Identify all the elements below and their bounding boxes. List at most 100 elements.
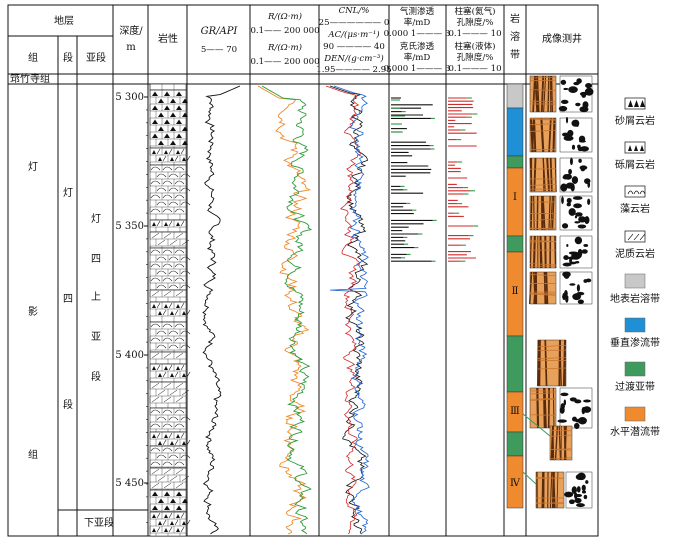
imaging-panel: [530, 272, 556, 304]
lithology-band-sand: [150, 90, 188, 148]
depth-tick-label: 5 400: [115, 350, 144, 361]
den-header: DEN/(g·cm⁻³): [323, 53, 383, 64]
lithology-band-mud: [150, 232, 189, 248]
imaging-panel: [560, 236, 592, 268]
imaging-panel: [530, 236, 556, 268]
legend-item: 泥质云岩: [615, 231, 655, 260]
imaging-panel: [560, 271, 592, 304]
legend-item: 砂屑云岩: [615, 98, 655, 127]
resistivity-track: [258, 86, 311, 534]
kl-perm-header-b: 率/mD: [404, 51, 431, 63]
lithology-band-algal: [150, 322, 190, 352]
legend-label: 过渡亚带: [615, 380, 655, 393]
top-formation: 筇竹寺组: [10, 72, 50, 85]
legend-item: 过渡亚带: [615, 362, 655, 393]
kl-perm-range: 0.000 1——— 3: [384, 64, 451, 74]
subsection-header: 亚段: [86, 51, 106, 64]
lithology-band-algal: [150, 446, 190, 468]
ac-header: AC/(μs·m⁻¹): [327, 29, 379, 40]
svg-text:影: 影: [28, 306, 38, 318]
plug-liq-header-a: 柱塞(液体): [454, 40, 495, 52]
depth-tick-label: 5 350: [115, 221, 144, 232]
porosity-track: [326, 86, 369, 534]
legend-swatch: [625, 407, 645, 421]
gr-header: GR/API: [201, 26, 239, 37]
lithology-band-sand: [150, 490, 188, 512]
lithology-band-gravel: [150, 148, 190, 165]
karst-zone-block: [507, 156, 523, 168]
den-range: 1.95———— 2.95: [316, 65, 391, 75]
legend-swatch: [625, 362, 645, 376]
permeability-bars: [391, 98, 437, 261]
imaging-panel: [530, 158, 556, 192]
depth-unit: m: [126, 42, 136, 53]
lithology-band-mud: [150, 84, 186, 90]
plug-liq-header-b: 孔隙度/%: [457, 51, 494, 63]
lower-sub: 下亚段: [84, 516, 114, 529]
lithology-band-mud: [150, 468, 189, 490]
svg-text:组: 组: [28, 448, 38, 461]
lithology-band-gravel: [150, 512, 190, 536]
gr-range: 5—— 70: [201, 45, 237, 55]
imaging-header: 成像测井: [542, 32, 582, 45]
gr-curve: [203, 86, 240, 534]
legend-swatch: [625, 274, 645, 288]
imaging-panel: [560, 158, 592, 192]
gas-perm-header-a: 气测渗透: [400, 5, 435, 17]
group-header: 组: [28, 51, 38, 64]
svg-text:亚: 亚: [91, 332, 101, 343]
cnl-range: 25—————— 0: [319, 18, 390, 28]
rxo-range: 0.1—— 200 000: [250, 57, 319, 67]
plug-liq-range: 0.1——— 10: [448, 64, 501, 74]
ac-curve: [326, 86, 362, 534]
svg-text:段: 段: [63, 398, 73, 411]
legend-item: 水平潜流带: [610, 407, 660, 438]
rxo-header: R/(Ω·m): [267, 42, 302, 53]
imaging-panel: [560, 196, 592, 230]
legend-item: 藻云岩: [620, 186, 650, 215]
legend-label: 垂直渗流带: [610, 336, 660, 349]
karst-zone-block: [507, 84, 523, 108]
karst-header-2: 溶: [510, 30, 520, 43]
imaging-panel: [564, 472, 592, 508]
imaging-panel: [538, 340, 566, 386]
svg-text:四: 四: [91, 254, 101, 265]
karst-header-3: 带: [510, 49, 520, 61]
lithology-band-gravel: [150, 432, 190, 446]
lithology-band-gravel: [150, 220, 186, 232]
legend-swatch: [625, 318, 645, 332]
legend-label: 砂屑云岩: [615, 114, 655, 127]
plug-gas-range: 0.1——— 10: [448, 29, 501, 39]
group-name-vertical: 灯 影 组: [28, 161, 38, 461]
karst-zone-block: [507, 432, 523, 456]
section-name-vertical: 灯 四 段: [63, 187, 73, 411]
header-frame: [8, 5, 526, 536]
karst-zone-label: Ⅲ: [510, 406, 520, 417]
lithology-band-gravel: [150, 302, 190, 322]
lithology-header: 岩性: [158, 32, 178, 45]
plug-gas-header-a: 柱塞(氦气): [454, 5, 495, 17]
imaging-panel: [560, 117, 592, 152]
gr-curve-track: [203, 86, 240, 534]
imaging-panel: [530, 118, 556, 152]
imaging-panel: [530, 196, 556, 230]
strata-header: 地层: [54, 14, 74, 27]
karst-zone-label: Ⅰ: [513, 192, 517, 203]
svg-text:上: 上: [91, 291, 101, 303]
lithology-band-algal: [150, 165, 190, 220]
legend-label: 水平潜流带: [610, 425, 660, 438]
legend-swatch: [625, 231, 645, 242]
imaging-panel: [530, 388, 556, 428]
plug-porosity-bars: [448, 98, 478, 261]
rt-range: 0.1—— 200 000: [250, 26, 319, 36]
imaging-connector: [523, 472, 536, 484]
lithology-band-algal: [150, 248, 190, 290]
karst-zone-block: [507, 236, 523, 252]
ac-range: 90 ———— 40: [323, 42, 385, 52]
section-header: 段: [63, 51, 73, 64]
svg-text:灯: 灯: [63, 187, 73, 199]
imaging-panel: [550, 426, 572, 460]
